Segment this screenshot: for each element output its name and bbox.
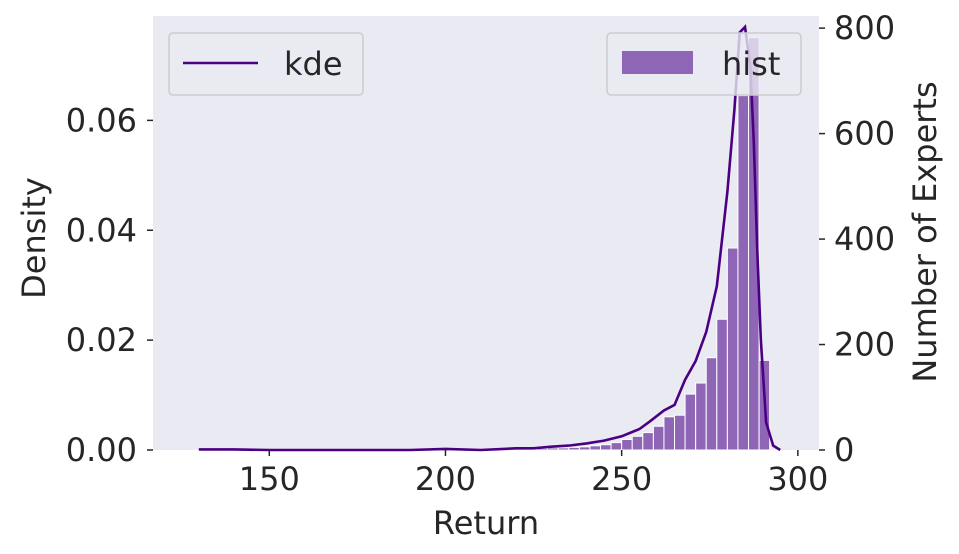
legend-hist-swatch: [622, 51, 693, 74]
histogram-bar: [684, 393, 697, 451]
legend-kde: kde: [168, 32, 364, 96]
y-right-tick-label: 600: [834, 115, 895, 153]
y-left-tick-label: 0.06: [66, 101, 137, 139]
y-left-tick-label: 0.02: [66, 321, 137, 359]
histogram-bar: [737, 95, 750, 451]
y-left-tick-label: 0.00: [66, 431, 137, 469]
histogram-bar: [631, 435, 644, 451]
y-right-tick-label: 0: [834, 431, 854, 469]
histogram-bar: [589, 445, 602, 451]
legend-hist-frame: [606, 32, 802, 96]
histogram-bar: [547, 447, 559, 451]
x-tick-label: 150: [239, 460, 300, 498]
histogram-bar: [642, 432, 654, 451]
histogram-bar: [610, 442, 623, 451]
y-axis-left-label: Density: [15, 177, 53, 299]
histogram-bar: [600, 444, 612, 451]
legend-kde-label: kde: [284, 45, 343, 83]
histogram-bar: [578, 446, 591, 451]
histogram-bar: [705, 357, 718, 451]
histogram-bar: [557, 447, 570, 451]
legend-kde-frame: [168, 32, 364, 96]
x-tick-label: 250: [591, 460, 652, 498]
x-tick-label: 300: [767, 460, 828, 498]
histogram-bar: [621, 438, 633, 451]
histogram-bar: [716, 318, 728, 451]
y-right-tick-label: 800: [834, 9, 895, 47]
histogram-bar: [695, 382, 707, 451]
histogram-bar: [726, 247, 739, 451]
histogram-bar: [568, 446, 580, 451]
legend-hist-label: hist: [722, 45, 780, 83]
legend-hist: hist: [606, 32, 802, 96]
axis-ticks: 150 200 250 300 0.00 0.02 0.04 0.06 0 200 400 600 80…: [66, 9, 895, 498]
y-right-tick-label: 200: [834, 326, 895, 364]
x-tick-label: 200: [415, 460, 476, 498]
histogram-bar: [652, 425, 665, 451]
x-axis-label: Return: [433, 504, 539, 542]
y-left-tick-label: 0.04: [66, 211, 137, 249]
y-axis-right-label: Number of Experts: [906, 81, 944, 382]
y-right-tick-label: 400: [834, 220, 895, 258]
histogram-bar: [674, 414, 686, 451]
histogram-bar: [663, 416, 676, 451]
